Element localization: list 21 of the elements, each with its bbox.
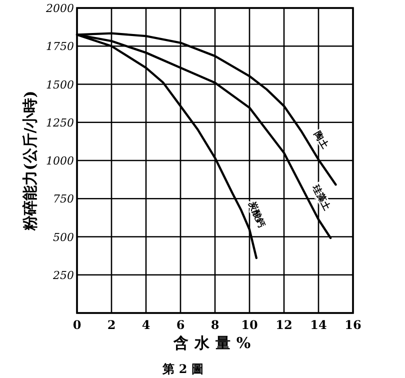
x-tick-label: 8 xyxy=(210,318,220,332)
y-tick-label: 1750 xyxy=(46,40,74,54)
x-axis-title: 含水量% xyxy=(172,334,257,352)
y-tick-label: 750 xyxy=(53,192,74,206)
x-tick-label: 14 xyxy=(310,318,327,332)
x-tick-label: 16 xyxy=(344,318,362,332)
text: 炭酸鈣 xyxy=(246,199,267,230)
y-tick-label: 1000 xyxy=(46,154,74,168)
y-tick-label: 2000 xyxy=(45,2,74,15)
y-tick-label: 250 xyxy=(52,268,74,282)
y-tick-label: 500 xyxy=(53,230,74,244)
y-tick-label: 1500 xyxy=(46,78,74,92)
y-axis-title: 粉碎能力(公斤/小時) xyxy=(21,90,39,232)
x-tick-label: 0 xyxy=(72,318,82,332)
y-tick-label: 1250 xyxy=(46,116,74,130)
text: 第 2 圖 xyxy=(162,362,204,376)
x-tick-label: 2 xyxy=(107,318,116,332)
x-tick-label: 6 xyxy=(176,318,185,332)
x-tick-label: 12 xyxy=(276,318,292,332)
x-tick-label: 4 xyxy=(142,318,150,332)
x-tick-label: 10 xyxy=(241,318,258,332)
